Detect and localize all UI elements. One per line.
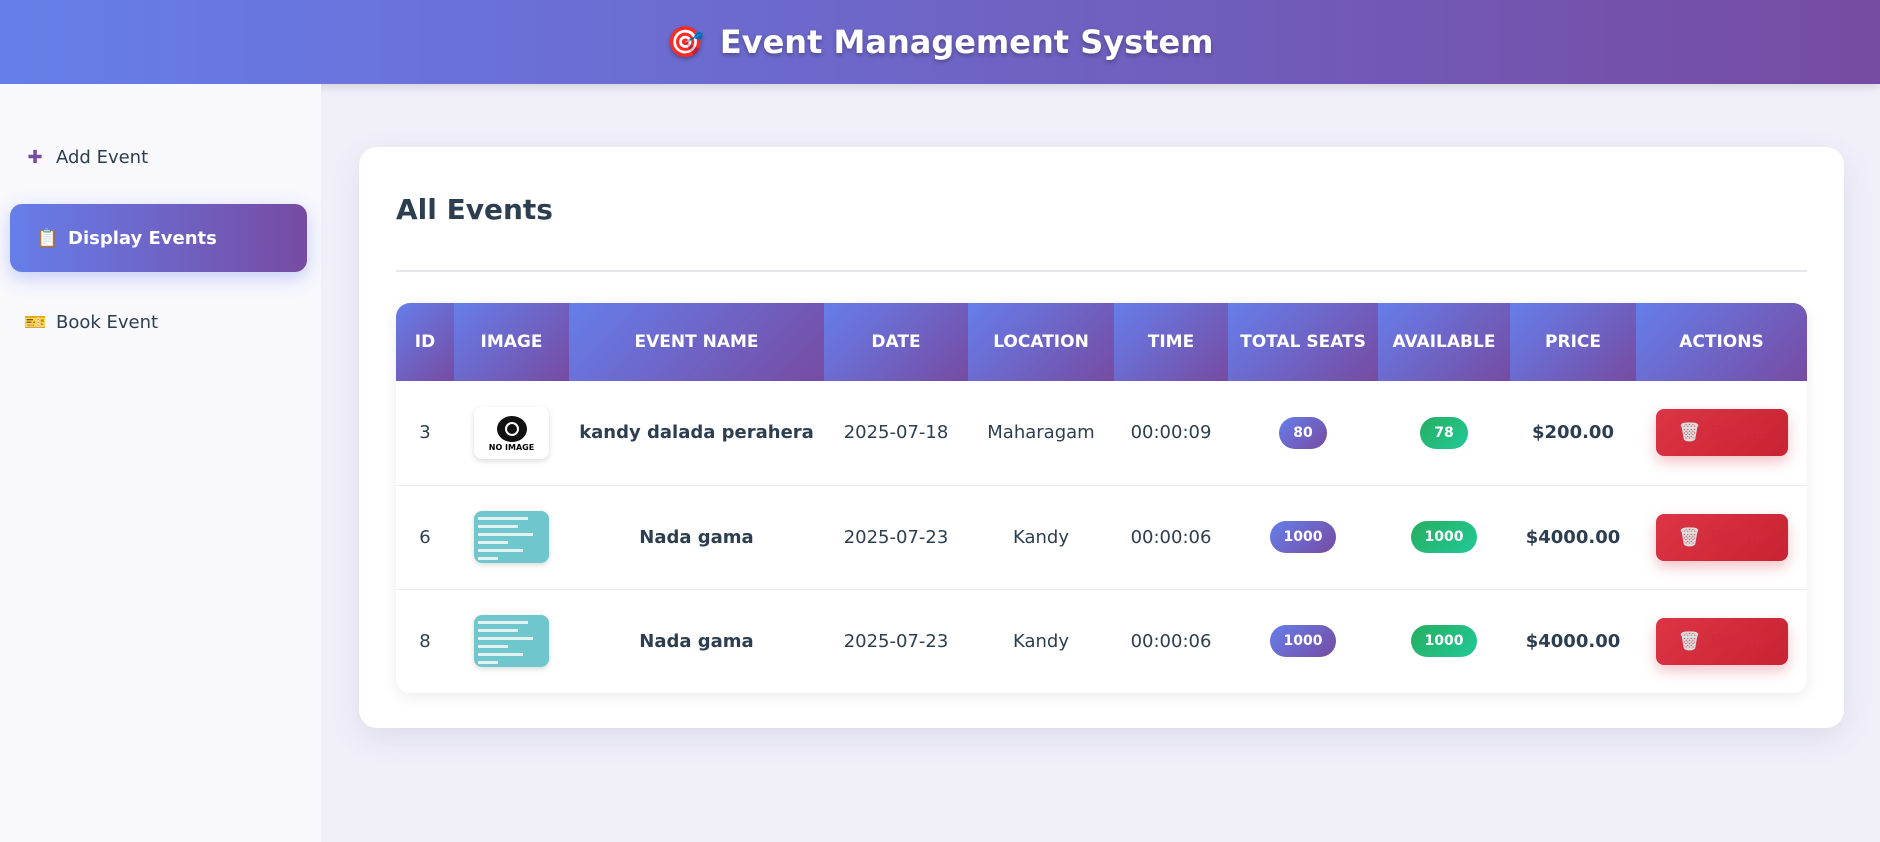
total-seats-badge: 80 (1279, 416, 1327, 449)
cell-event-name: kandy dalada perahera (569, 381, 824, 486)
camera-icon (496, 415, 527, 442)
cell-location: Kandy (968, 485, 1114, 590)
cell-actions: 🗑 Delete (1636, 381, 1807, 486)
delete-button[interactable]: 🗑 Delete (1655, 617, 1788, 665)
cell-available: 78 (1378, 381, 1510, 486)
cell-time: 00:00:06 (1114, 589, 1228, 693)
sidebar: ✚ Add Event 📋 Display Events 🎫 Book Even… (0, 84, 321, 842)
app-header: 🎯 Event Management System (0, 0, 1880, 84)
delete-label: Delete (1710, 526, 1765, 547)
column-header-id: ID (396, 303, 454, 381)
column-header-event-name: EVENT NAME (569, 303, 824, 381)
sidebar-item-label: Display Events (68, 227, 217, 249)
total-seats-badge: 1000 (1269, 521, 1337, 553)
event-image: NO IMAGE (474, 406, 549, 459)
column-header-price: PRICE (1510, 303, 1636, 381)
cell-total-seats: 1000 (1228, 485, 1378, 590)
ticket-icon: 🎫 (24, 311, 47, 333)
cell-id: 3 (396, 381, 454, 486)
cell-location: Kandy (968, 589, 1114, 693)
cell-price: $4000.00 (1510, 485, 1636, 590)
available-seats-badge: 1000 (1410, 521, 1478, 553)
cell-available: 1000 (1378, 485, 1510, 590)
total-seats-badge: 1000 (1269, 625, 1337, 658)
cell-date: 2025-07-18 (824, 381, 968, 486)
trash-icon: 🗑 (1678, 422, 1701, 443)
cell-image (454, 485, 569, 590)
cell-time: 00:00:06 (1114, 485, 1228, 590)
cell-event-name: Nada gama (569, 485, 824, 590)
column-header-time: TIME (1114, 303, 1228, 381)
column-header-available: AVAILABLE (1378, 303, 1510, 381)
column-header-total-seats: TOTAL SEATS (1228, 303, 1378, 381)
sidebar-item-label: Book Event (56, 311, 159, 333)
cell-id: 6 (396, 485, 454, 590)
sidebar-item-add-event[interactable]: ✚ Add Event (10, 123, 307, 191)
divider (396, 270, 1807, 272)
available-seats-badge: 78 (1420, 416, 1468, 449)
cell-image: NO IMAGE (454, 381, 569, 486)
cell-available: 1000 (1378, 589, 1510, 693)
delete-button[interactable]: 🗑 Delete (1655, 409, 1788, 457)
cell-location: Maharagam (968, 381, 1114, 486)
plus-icon: ✚ (27, 146, 43, 168)
cell-total-seats: 80 (1228, 381, 1378, 486)
trash-icon: 🗑 (1678, 526, 1701, 547)
cell-date: 2025-07-23 (824, 485, 968, 590)
column-header-actions: ACTIONS (1636, 303, 1807, 381)
delete-label: Delete (1710, 630, 1765, 651)
cell-actions: 🗑 Delete (1636, 589, 1807, 693)
table-row: 8 Nada gama 2025-07-23 Kandy 00:00:06 10… (396, 589, 1807, 693)
cell-price: $4000.00 (1510, 589, 1636, 693)
column-header-image: IMAGE (454, 303, 569, 381)
events-table: ID IMAGE EVENT NAME DATE LOCATION TIME TOTAL S… (396, 303, 1807, 693)
sidebar-item-display-events[interactable]: 📋 Display Events (10, 204, 307, 272)
trash-icon: 🗑 (1678, 630, 1701, 651)
cell-price: $200.00 (1510, 381, 1636, 486)
column-header-date: DATE (824, 303, 968, 381)
cell-event-name: Nada gama (569, 589, 824, 693)
cell-time: 00:00:09 (1114, 381, 1228, 486)
column-header-location: LOCATION (968, 303, 1114, 381)
page-title: All Events (396, 193, 553, 226)
cell-actions: 🗑 Delete (1636, 485, 1807, 590)
table-row: 6 Nada gama 2025-07-23 Kandy 00:00:06 10… (396, 485, 1807, 590)
no-image-text: NO IMAGE (488, 442, 535, 452)
sidebar-item-book-event[interactable]: 🎫 Book Event (10, 288, 307, 356)
event-image (474, 511, 549, 563)
events-card: All Events ID IMAGE EVENT NAME DATE LOCATION… (359, 147, 1844, 728)
cell-total-seats: 1000 (1228, 589, 1378, 693)
sidebar-item-label: Add Event (56, 146, 149, 168)
cell-id: 8 (396, 589, 454, 693)
cell-image (454, 589, 569, 693)
clipboard-icon: 📋 (36, 227, 59, 249)
delete-button[interactable]: 🗑 Delete (1655, 513, 1788, 561)
available-seats-badge: 1000 (1410, 625, 1478, 658)
table-row: 3 NO IMAGE kandy dalada perahera 2025-07… (396, 381, 1807, 486)
target-icon: 🎯 (666, 24, 704, 60)
cell-date: 2025-07-23 (824, 589, 968, 693)
event-image (474, 615, 549, 668)
delete-label: Delete (1710, 422, 1765, 443)
app-title: Event Management System (719, 23, 1214, 61)
